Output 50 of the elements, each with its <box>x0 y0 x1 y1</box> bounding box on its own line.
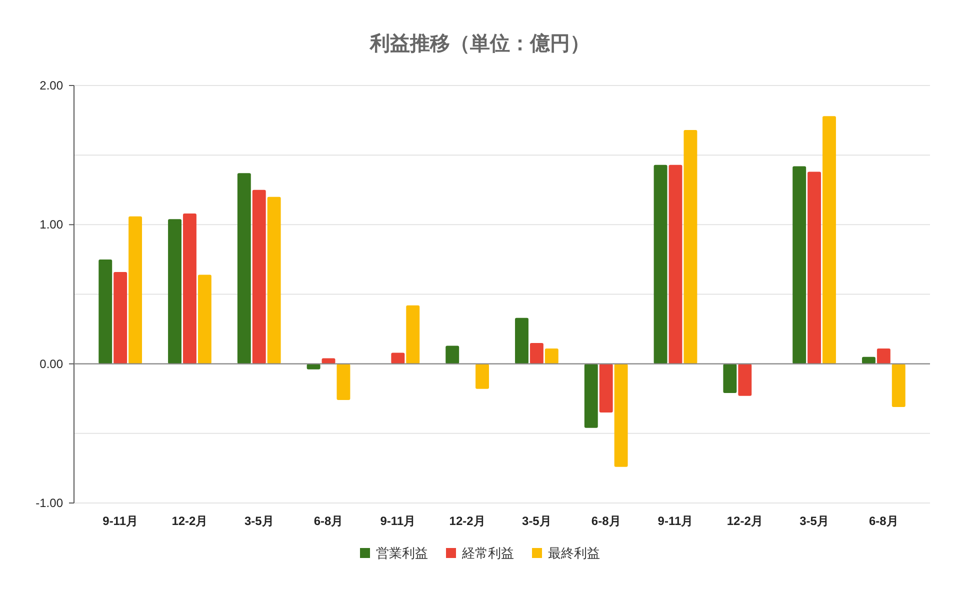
bar <box>684 130 698 364</box>
bar <box>515 318 528 364</box>
bar <box>792 166 806 364</box>
bar <box>252 190 266 364</box>
bar <box>476 364 489 389</box>
bar <box>446 346 460 364</box>
bar <box>114 272 128 364</box>
bar <box>723 364 737 394</box>
legend-label: 最終利益 <box>548 546 600 560</box>
x-tick-label: 6-8月 <box>869 514 898 528</box>
bar <box>237 173 251 364</box>
bar <box>98 259 112 364</box>
y-tick-label: 0.00 <box>40 356 64 371</box>
bar <box>599 364 613 413</box>
bar <box>892 364 906 407</box>
bar <box>182 214 196 364</box>
x-tick-label: 6-8月 <box>591 514 621 528</box>
bar <box>584 364 598 428</box>
legend-label: 営業利益 <box>376 546 428 560</box>
bar <box>168 219 182 364</box>
x-tick-label: 12-2月 <box>726 514 763 528</box>
bar <box>822 116 836 364</box>
bar <box>267 196 281 364</box>
bar <box>530 342 544 364</box>
x-tick-label: 9-11月 <box>658 514 694 528</box>
y-tick-label: 1.00 <box>40 218 64 232</box>
bar <box>668 164 682 364</box>
bar <box>391 352 405 364</box>
x-tick-label: 9-11月 <box>102 514 138 528</box>
bar <box>198 274 212 364</box>
x-tick-label: 9-11月 <box>380 514 416 528</box>
x-tick-label: 12-2月 <box>449 514 486 528</box>
y-tick-label: -1.00 <box>36 496 64 510</box>
bar <box>406 305 420 364</box>
y-tick-label: 2.00 <box>40 78 64 92</box>
bar <box>876 348 890 364</box>
x-tick-label: 3-5月 <box>244 514 274 528</box>
bar <box>544 348 558 364</box>
bar <box>738 364 752 396</box>
x-tick-label: 6-8月 <box>314 514 344 528</box>
x-tick-label: 3-5月 <box>522 514 552 528</box>
bar <box>808 172 822 364</box>
legend-label: 経常利益 <box>461 546 514 560</box>
chart-title: 利益推移（単位：億円） <box>369 32 590 55</box>
bar <box>654 164 668 364</box>
x-tick-label: 12-2月 <box>172 514 208 528</box>
bar <box>128 216 142 364</box>
bar <box>336 364 350 400</box>
x-tick-label: 3-5月 <box>800 514 829 528</box>
bar <box>614 364 628 467</box>
